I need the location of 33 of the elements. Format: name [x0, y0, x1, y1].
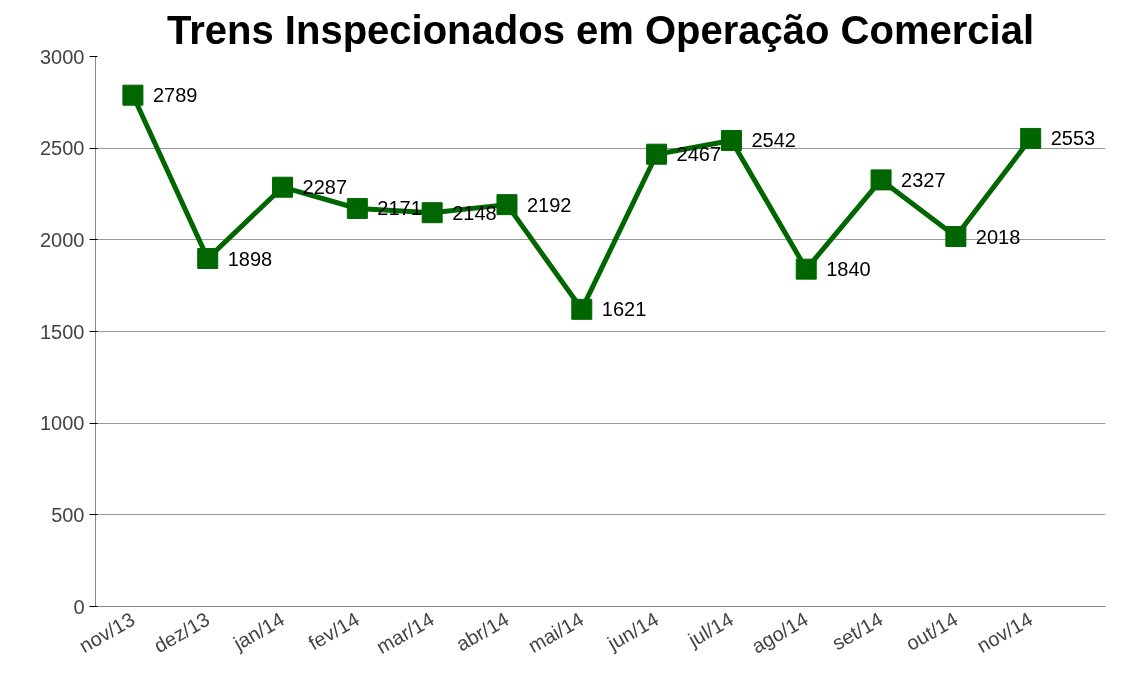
data-label: 2018: [975, 225, 1021, 248]
point: [346, 197, 368, 219]
y-tick-label: 3000: [40, 45, 85, 68]
y-tick-label: 2000: [40, 228, 85, 251]
chart-title: Trens Inspecionados em Operação Comercial: [167, 7, 1034, 52]
point: [197, 248, 219, 270]
y-tick-label: 1500: [40, 320, 85, 343]
point: [421, 202, 443, 224]
data-label: 1840: [826, 258, 871, 281]
data-label: 2287: [302, 176, 348, 199]
y-tick-label: 500: [51, 503, 85, 526]
data-label: 2192: [526, 193, 572, 216]
point: [795, 258, 817, 280]
data-label: 2467: [676, 143, 722, 166]
data-label: 2542: [751, 129, 796, 152]
data-label: 2171: [377, 197, 422, 220]
point: [272, 176, 294, 198]
point: [1020, 127, 1042, 149]
data-label: 2327: [901, 168, 946, 191]
point: [646, 143, 668, 165]
point: [496, 194, 518, 216]
point: [870, 169, 892, 191]
data-label: 1898: [227, 247, 273, 270]
data-label: 1621: [601, 298, 647, 321]
y-tick-label: 2500: [40, 137, 85, 160]
point: [571, 298, 593, 320]
point: [945, 226, 967, 248]
y-tick-label: 0: [73, 595, 85, 618]
point: [720, 129, 742, 151]
point: [122, 84, 144, 106]
data-label: 2789: [152, 84, 198, 107]
data-label: 2553: [1050, 127, 1096, 150]
y-tick-label: 1000: [40, 412, 85, 435]
